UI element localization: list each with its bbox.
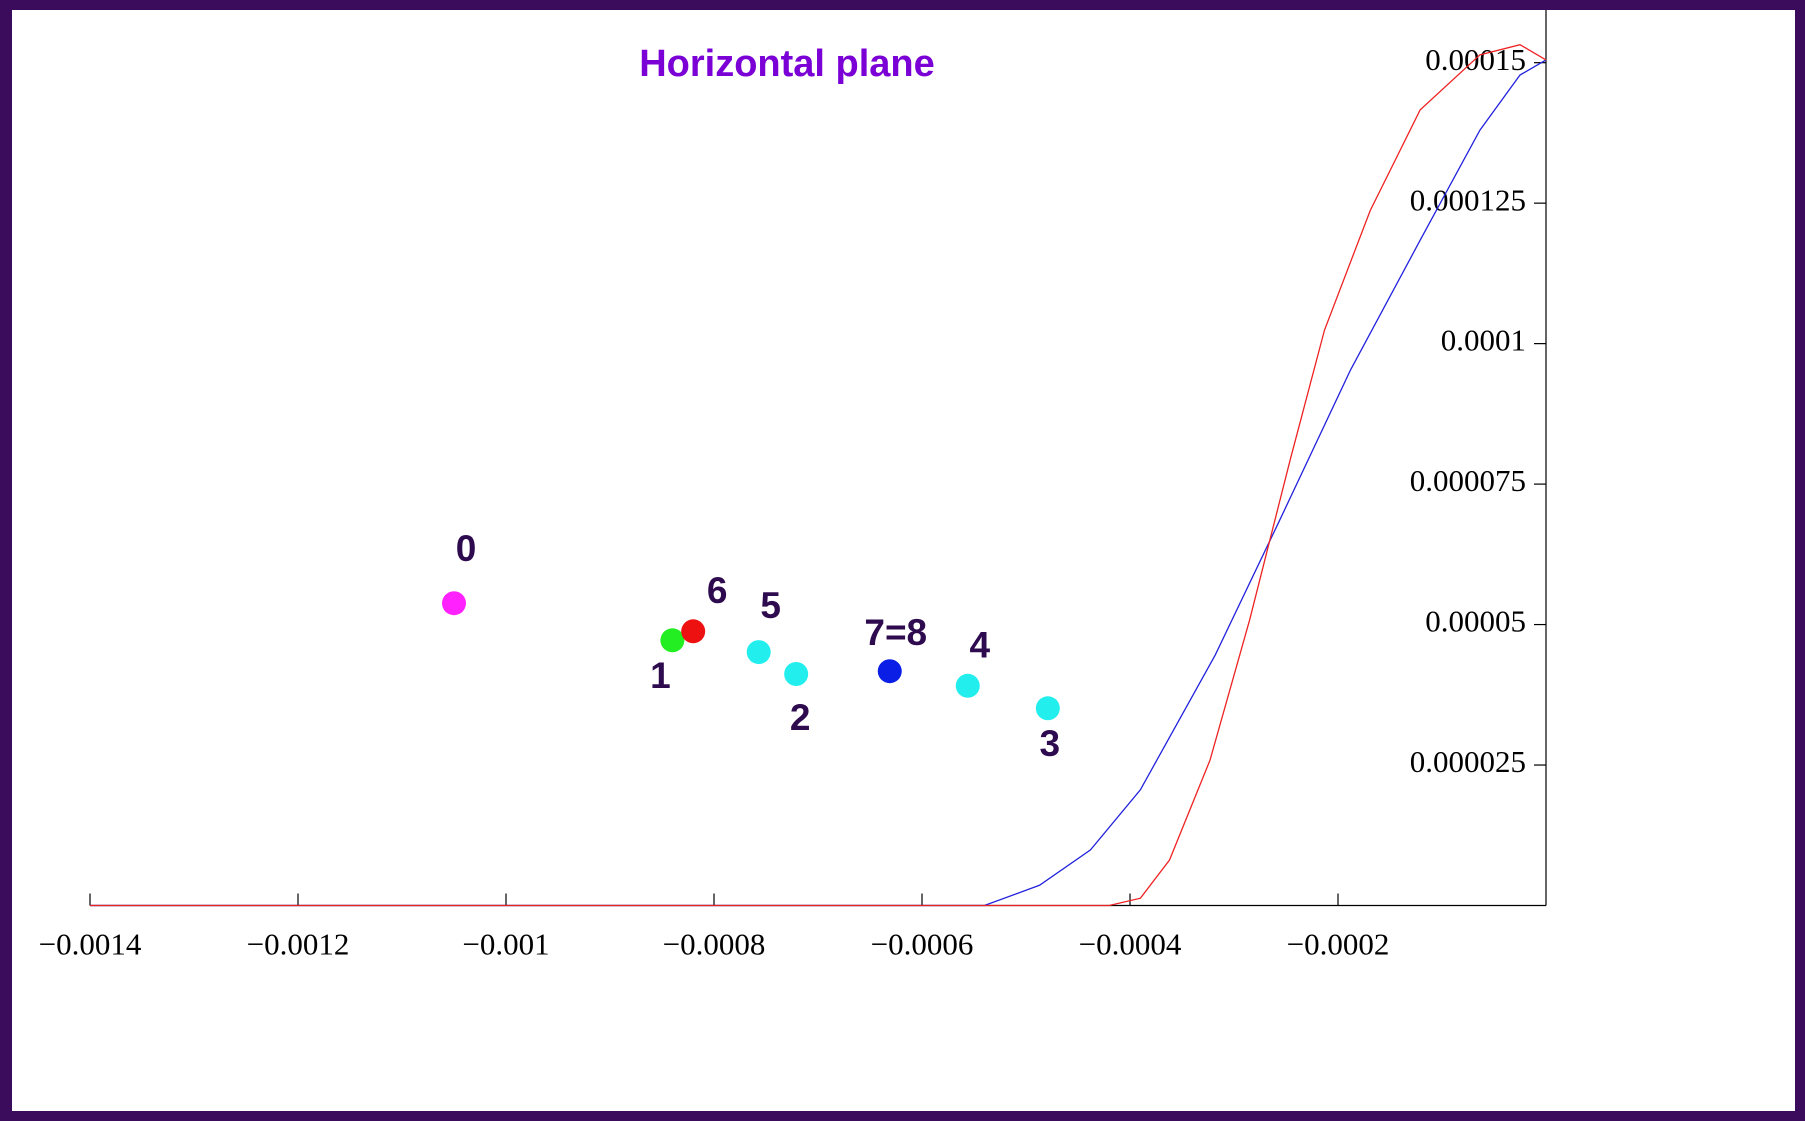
y-tick-label: 0.000075 (1410, 463, 1526, 498)
point (877, 659, 902, 684)
point-label: 5 (760, 585, 781, 626)
point-label: 2 (790, 697, 811, 738)
point (681, 619, 706, 644)
curve (90, 59, 1547, 907)
x-tick-label: −0.0012 (247, 927, 350, 962)
point (784, 662, 809, 687)
x-tick-label: −0.0008 (663, 927, 766, 962)
point-label: 0 (456, 528, 477, 569)
point-label: 7=8 (864, 612, 927, 653)
point-label: 3 (1040, 723, 1061, 764)
point-label: 4 (969, 625, 990, 666)
point-label: 6 (707, 570, 728, 611)
point (955, 673, 980, 698)
point (746, 640, 771, 665)
y-tick-label: 0.00005 (1425, 604, 1526, 639)
y-tick-label: 0.000025 (1410, 744, 1526, 779)
y-tick-label: 0.000125 (1410, 182, 1526, 217)
y-tick-label: 0.0001 (1441, 323, 1526, 358)
x-tick-label: −0.0002 (1287, 927, 1390, 962)
curve (90, 44, 1547, 907)
point (660, 628, 685, 653)
x-tick-label: −0.0014 (39, 927, 142, 962)
x-tick-label: −0.0006 (871, 927, 974, 962)
x-tick-label: −0.001 (462, 927, 549, 962)
point-label: 1 (650, 655, 671, 696)
point (1035, 696, 1060, 721)
x-tick-label: −0.0004 (1079, 927, 1182, 962)
plot-background (12, 10, 1795, 1111)
point (442, 591, 466, 616)
chart-title: Horizontal plane (639, 43, 935, 85)
